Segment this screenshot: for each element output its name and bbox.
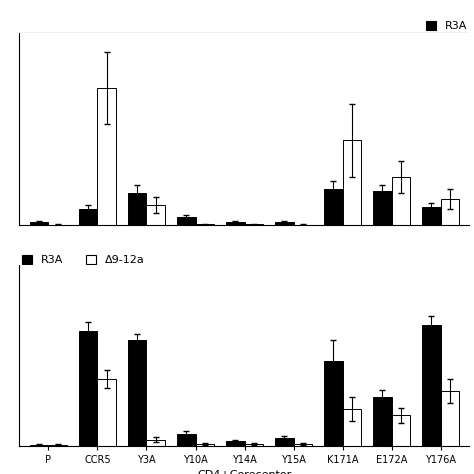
Bar (196, 444, 214, 446)
Bar (226, 441, 245, 446)
Bar (275, 222, 294, 225)
Bar (98, 379, 116, 446)
Bar (146, 439, 165, 446)
Bar (30, 222, 48, 225)
Bar (79, 209, 98, 225)
Bar (441, 199, 459, 225)
Bar (128, 193, 146, 225)
Bar (392, 177, 410, 225)
Bar (441, 392, 459, 446)
Bar (422, 207, 441, 225)
Bar (79, 331, 98, 446)
X-axis label: CD4+Coreceptor: CD4+Coreceptor (197, 250, 291, 260)
Bar (128, 340, 146, 446)
Bar (226, 222, 245, 225)
Bar (343, 410, 361, 446)
Bar (392, 415, 410, 446)
Legend: R3A, Δ9-12a: R3A, Δ9-12a (22, 255, 145, 265)
Bar (177, 434, 196, 446)
Bar (324, 361, 343, 446)
Bar (177, 217, 196, 225)
Bar (30, 445, 48, 446)
Bar (343, 140, 361, 225)
Bar (422, 325, 441, 446)
Bar (146, 205, 165, 225)
Bar (275, 438, 294, 446)
Bar (48, 445, 67, 446)
Bar (373, 397, 392, 446)
Bar (245, 224, 263, 225)
Bar (245, 444, 263, 446)
Bar (294, 444, 312, 446)
Bar (373, 191, 392, 225)
X-axis label: CD4+Coreceptor: CD4+Coreceptor (197, 470, 291, 474)
Legend: R3A: R3A (426, 21, 467, 31)
Bar (196, 224, 214, 225)
Bar (324, 189, 343, 225)
Bar (98, 88, 116, 225)
